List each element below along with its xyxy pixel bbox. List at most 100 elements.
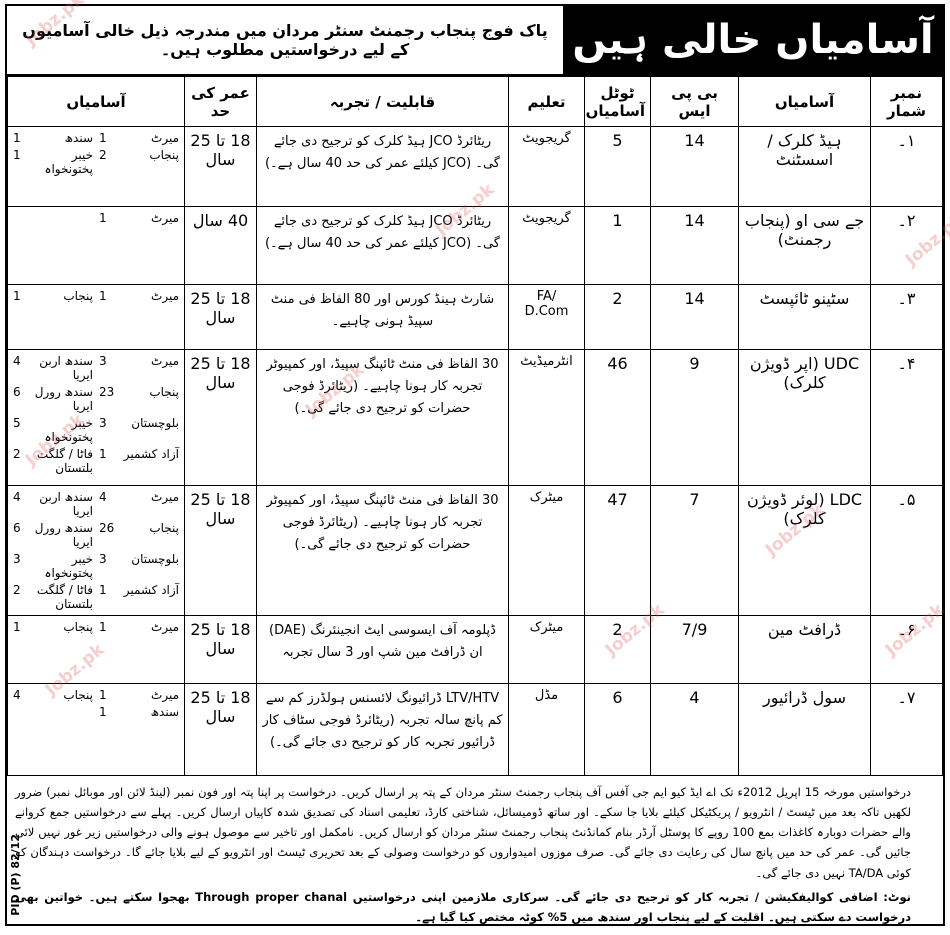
quota-list: میرٹ 1 پنجاب 4 سندھ 1 (13, 688, 179, 719)
education: FA/ D.Com (508, 284, 585, 350)
quota-count: 2 (99, 148, 107, 162)
post-row: ۱۔ ہیڈ کلرک / اسسٹنٹ 14 5 گریجویٹ ریٹائرڈ JCO… (7, 126, 943, 207)
experience: ڈپلومہ آف ایسوسی ایٹ انجینئرنگ (DAE) ان … (256, 615, 509, 684)
quota-count: 1 (13, 131, 21, 145)
title: آسامیاں خالی ہیں (563, 6, 943, 74)
post-name: ہیڈ کلرک / اسسٹنٹ (738, 126, 871, 207)
quota-count: 3 (13, 552, 21, 566)
age-limit: 40 سال (184, 206, 257, 285)
quota-count: 6 (13, 521, 21, 535)
header-row: نمبر شمار آسامیاں بی پی ایس ٹوٹل آسامیاں تعل… (7, 76, 943, 127)
quota-item: سندھ رورل ایریا 6 (13, 385, 93, 413)
footer-paragraph: نوٹ: اضافی کوالیفکیشن / تجربہ کار کو ترج… (15, 889, 911, 924)
quota-region: پنجاب (149, 148, 179, 162)
quota-cell: میرٹ 1 سندھ 1 پنجاب 2 خیبر پختونخواہ 1 (7, 126, 185, 207)
quota-item: سندھ اربن ایریا 4 (13, 354, 93, 382)
total-posts: 5 (584, 126, 651, 207)
quota-region: خیبر پختونخواہ (44, 552, 93, 580)
post-name: جے سی او (پنجاب رجمنٹ) (738, 206, 871, 285)
quota-item: سندھ اربن ایریا 4 (13, 490, 93, 518)
quota-item: پنجاب 1 (13, 289, 93, 303)
quota-count: 4 (99, 490, 107, 504)
post-name: سول ڈرائیور (738, 683, 871, 776)
column-header: آسامیاں (7, 76, 185, 127)
serial-number: ۳۔ (870, 284, 943, 350)
quota-region: سندھ رورل ایریا (34, 521, 93, 549)
serial-number: ۶۔ (870, 615, 943, 684)
bps: 4 (650, 683, 739, 776)
quota-item: بلوچستان 3 (99, 552, 179, 580)
post-row: ۷۔ سول ڈرائیور 4 6 مڈل LTV/HTV ڈرائیونگ لائسن… (7, 683, 943, 776)
post-name: LDC (لوئر ڈویژن کلرک) (738, 485, 871, 616)
quota-region: فاٹا / گلگت بلتستان (36, 447, 93, 475)
quota-item: میرٹ 3 (99, 354, 179, 382)
experience: 30 الفاظ فی منٹ ٹائپنگ سپیڈ، اور کمپیوٹر… (256, 349, 509, 486)
quota-count: 23 (99, 385, 115, 399)
serial-number: ۱۔ (870, 126, 943, 207)
quota-count: 1 (99, 289, 107, 303)
quota-count: 6 (13, 385, 21, 399)
column-header: ٹوٹل آسامیاں (584, 76, 651, 127)
quota-region: سندھ اربن ایریا (39, 490, 93, 518)
quota-region: میرٹ (151, 354, 179, 368)
quota-region: آزاد کشمیر (123, 583, 179, 597)
post-name: UDC (اپر ڈویژن کلرک) (738, 349, 871, 486)
quota-count: 1 (99, 688, 107, 702)
quota-count: 26 (99, 521, 115, 535)
quota-count: 1 (99, 131, 107, 145)
age-limit: 18 تا 25 سال (184, 126, 257, 207)
quota-cell: میرٹ 4 سندھ اربن ایریا 4 پنجاب 26 سندھ رورل ای… (7, 485, 185, 616)
post-row: ۵۔ LDC (لوئر ڈویژن کلرک) 7 47 میٹرک 30 الفاظ … (7, 485, 943, 616)
age-limit: 18 تا 25 سال (184, 284, 257, 350)
quota-list: میرٹ 1 (13, 211, 179, 225)
bps: 7 (650, 485, 739, 616)
quota-region: بلوچستان (131, 416, 179, 430)
quota-list: میرٹ 3 سندھ اربن ایریا 4 پنجاب 23 سندھ رورل ای… (13, 354, 179, 475)
bps: 14 (650, 126, 739, 207)
age-limit: 18 تا 25 سال (184, 615, 257, 684)
header: آسامیاں خالی ہیں پاک فوج پنجاب رجمنٹ سنٹ… (7, 6, 943, 76)
subtitle: پاک فوج پنجاب رجمنٹ سنٹر مردان میں مندرج… (22, 21, 548, 59)
education: مڈل (508, 683, 585, 776)
bps: 14 (650, 284, 739, 350)
pid: PID (P) 82/12 (9, 834, 22, 916)
quota-list: میرٹ 1 پنجاب 1 (13, 289, 179, 303)
experience: 30 الفاظ فی منٹ ٹائپنگ سپیڈ، اور کمپیوٹر… (256, 485, 509, 616)
quota-count: 1 (99, 705, 107, 719)
quota-count: 1 (99, 620, 107, 634)
experience: شارٹ ہینڈ کورس اور 80 الفاظ فی منٹ سپیڈ … (256, 284, 509, 350)
quota-count: 3 (99, 416, 107, 430)
quota-list: میرٹ 1 سندھ 1 پنجاب 2 خیبر پختونخواہ 1 (13, 131, 179, 176)
footer-paragraph: درخواستیں مورخہ 15 اپریل 2012ء تک اے ایڈ… (15, 785, 912, 880)
quota-region: پنجاب (63, 289, 93, 303)
column-header: بی پی ایس (650, 76, 739, 127)
quota-count: 1 (99, 583, 107, 597)
bps: 7/9 (650, 615, 739, 684)
education: میٹرک (508, 615, 585, 684)
post-name: سٹینو ٹائپسٹ (738, 284, 871, 350)
quota-cell: میرٹ 1 پنجاب 4 سندھ 1 (7, 683, 185, 776)
education: انٹرمیڈیٹ (508, 349, 585, 486)
quota-item: خیبر پختونخواہ 5 (13, 416, 93, 444)
total-posts: 46 (584, 349, 651, 486)
total-posts: 47 (584, 485, 651, 616)
quota-item: بلوچستان 3 (99, 416, 179, 444)
quota-region: بلوچستان (131, 552, 179, 566)
experience: ریٹائرڈ JCO ہیڈ کلرک کو ترجیح دی جائے گی… (256, 206, 509, 285)
quota-list: میرٹ 1 پنجاب 1 (13, 620, 179, 634)
serial-number: ۲۔ (870, 206, 943, 285)
total-posts: 1 (584, 206, 651, 285)
quota-item: میرٹ 1 (99, 131, 179, 145)
quota-region: سندھ (64, 131, 93, 145)
quota-item: سندھ 1 (99, 705, 179, 719)
column-header: قابلیت / تجربہ (256, 76, 509, 127)
quota-cell: میرٹ 1 (7, 206, 185, 285)
quota-region: سندھ اربن ایریا (39, 354, 93, 382)
quota-region: میرٹ (151, 131, 179, 145)
column-header: تعلیم (508, 76, 585, 127)
quota-item: میرٹ 1 (99, 688, 179, 702)
quota-count: 4 (13, 354, 21, 368)
quota-count: 1 (13, 289, 21, 303)
quota-count: 2 (13, 583, 21, 597)
